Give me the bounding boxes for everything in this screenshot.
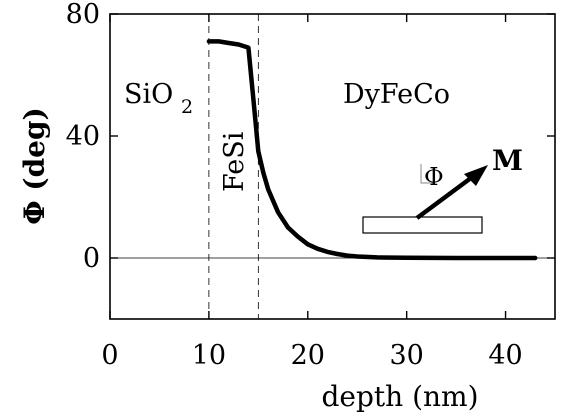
- y-tick-label: 80: [66, 0, 100, 30]
- x-tick-label: 0: [101, 340, 118, 371]
- x-axis-title: depth (nm): [321, 380, 478, 413]
- x-tick-label: 20: [291, 340, 325, 371]
- region-label-sio2-subscript: 2: [181, 96, 193, 118]
- region-label-fesi: FeSi: [219, 131, 250, 192]
- magnetization-arrow-shaft: [415, 173, 477, 220]
- series-group: [206, 39, 538, 261]
- x-tick-label: 10: [192, 340, 226, 371]
- y-tick-label: 40: [66, 121, 100, 152]
- region-label-sio2: SiO: [124, 79, 173, 110]
- magnetization-arrow-head: [464, 165, 488, 186]
- x-tick-label: 30: [389, 340, 423, 371]
- layer-inset-box: [362, 216, 483, 234]
- region-label-dyfeco: DyFeCo: [343, 79, 450, 110]
- axis-ticks: [109, 13, 555, 319]
- series-line-phi: [206, 39, 538, 261]
- y-tick-label: 0: [83, 243, 100, 274]
- axis-tick-labels: 0 10 20 30 40 0 40 80: [66, 0, 523, 371]
- reference-lines: [110, 14, 555, 319]
- angle-arc: [420, 164, 434, 184]
- x-tick-label: 40: [488, 340, 522, 371]
- plot-frame: [109, 13, 556, 320]
- angle-label: Φ: [424, 163, 444, 191]
- y-axis-title: Φ (deg): [18, 107, 51, 225]
- magnetization-label: M: [492, 144, 523, 177]
